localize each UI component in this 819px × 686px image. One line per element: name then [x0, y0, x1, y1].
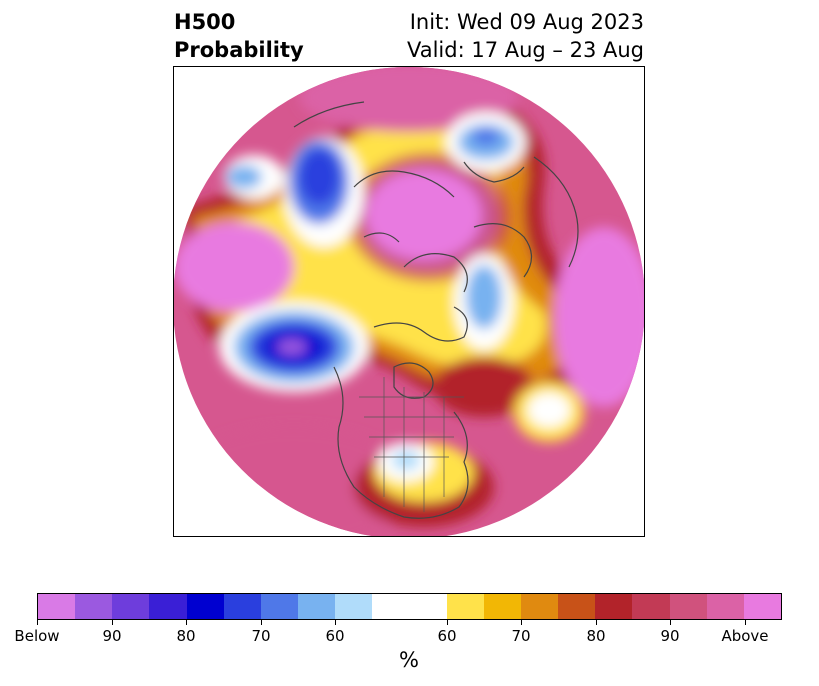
colorbar-tick-label: 80 [586, 627, 606, 645]
colorbar-tick-label: Below [14, 627, 60, 645]
colorbar-tick-label: Above [721, 627, 769, 645]
colorbar-tick-mark [186, 620, 187, 625]
colorbar-tick-mark [447, 620, 448, 625]
colorbar-tick-label: 60 [325, 627, 345, 645]
colorbar-tick-mark [596, 620, 597, 625]
title-line-1: H500 [174, 10, 236, 34]
colorbar-tick-mark [745, 620, 746, 625]
colorbar-swatch [372, 594, 447, 619]
colorbar-tick-label: 90 [102, 627, 122, 645]
colorbar [37, 593, 782, 620]
colorbar-swatch [632, 594, 670, 619]
colorbar-swatch [669, 594, 707, 619]
colorbar-tick-label: 60 [437, 627, 457, 645]
colorbar-swatch [706, 594, 744, 619]
title-line-2: Probability [174, 38, 304, 62]
colorbar-swatch [38, 594, 76, 619]
colorbar-swatch [521, 594, 559, 619]
colorbar-tick-label: 70 [251, 627, 271, 645]
colorbar-swatch [223, 594, 261, 619]
forecast-dates: Init: Wed 09 Aug 2023 Valid: 17 Aug – 23… [407, 8, 644, 64]
colorbar-tick-mark [112, 620, 113, 625]
colorbar-tick-mark [37, 620, 38, 625]
colorbar-tick-mark [521, 620, 522, 625]
init-date: Init: Wed 09 Aug 2023 [409, 10, 644, 34]
probability-field [174, 67, 644, 536]
colorbar-tick-mark [335, 620, 336, 625]
colorbar-tick-label: 70 [511, 627, 531, 645]
colorbar-swatch [112, 594, 150, 619]
colorbar-swatch [558, 594, 596, 619]
us-state-borders [359, 377, 464, 512]
colorbar-swatch [335, 594, 373, 619]
colorbar-swatch [298, 594, 336, 619]
colorbar-swatch [743, 594, 782, 619]
colorbar-unit-label: % [399, 648, 419, 672]
colorbar-swatch [186, 594, 224, 619]
colorbar-swatch [483, 594, 522, 619]
colorbar-swatch [595, 594, 633, 619]
valid-range: Valid: 17 Aug – 23 Aug [406, 38, 644, 62]
colorbar-tick-mark [261, 620, 262, 625]
colorbar-swatch [149, 594, 187, 619]
probability-map [173, 66, 645, 537]
colorbar-swatch [260, 594, 299, 619]
colorbar-tick-label: 80 [176, 627, 196, 645]
colorbar-tick-label: 90 [660, 627, 680, 645]
colorbar-swatch [75, 594, 113, 619]
colorbar-swatch [446, 594, 484, 619]
colorbar-tick-mark [670, 620, 671, 625]
chart-title: H500 Probability [174, 8, 304, 64]
